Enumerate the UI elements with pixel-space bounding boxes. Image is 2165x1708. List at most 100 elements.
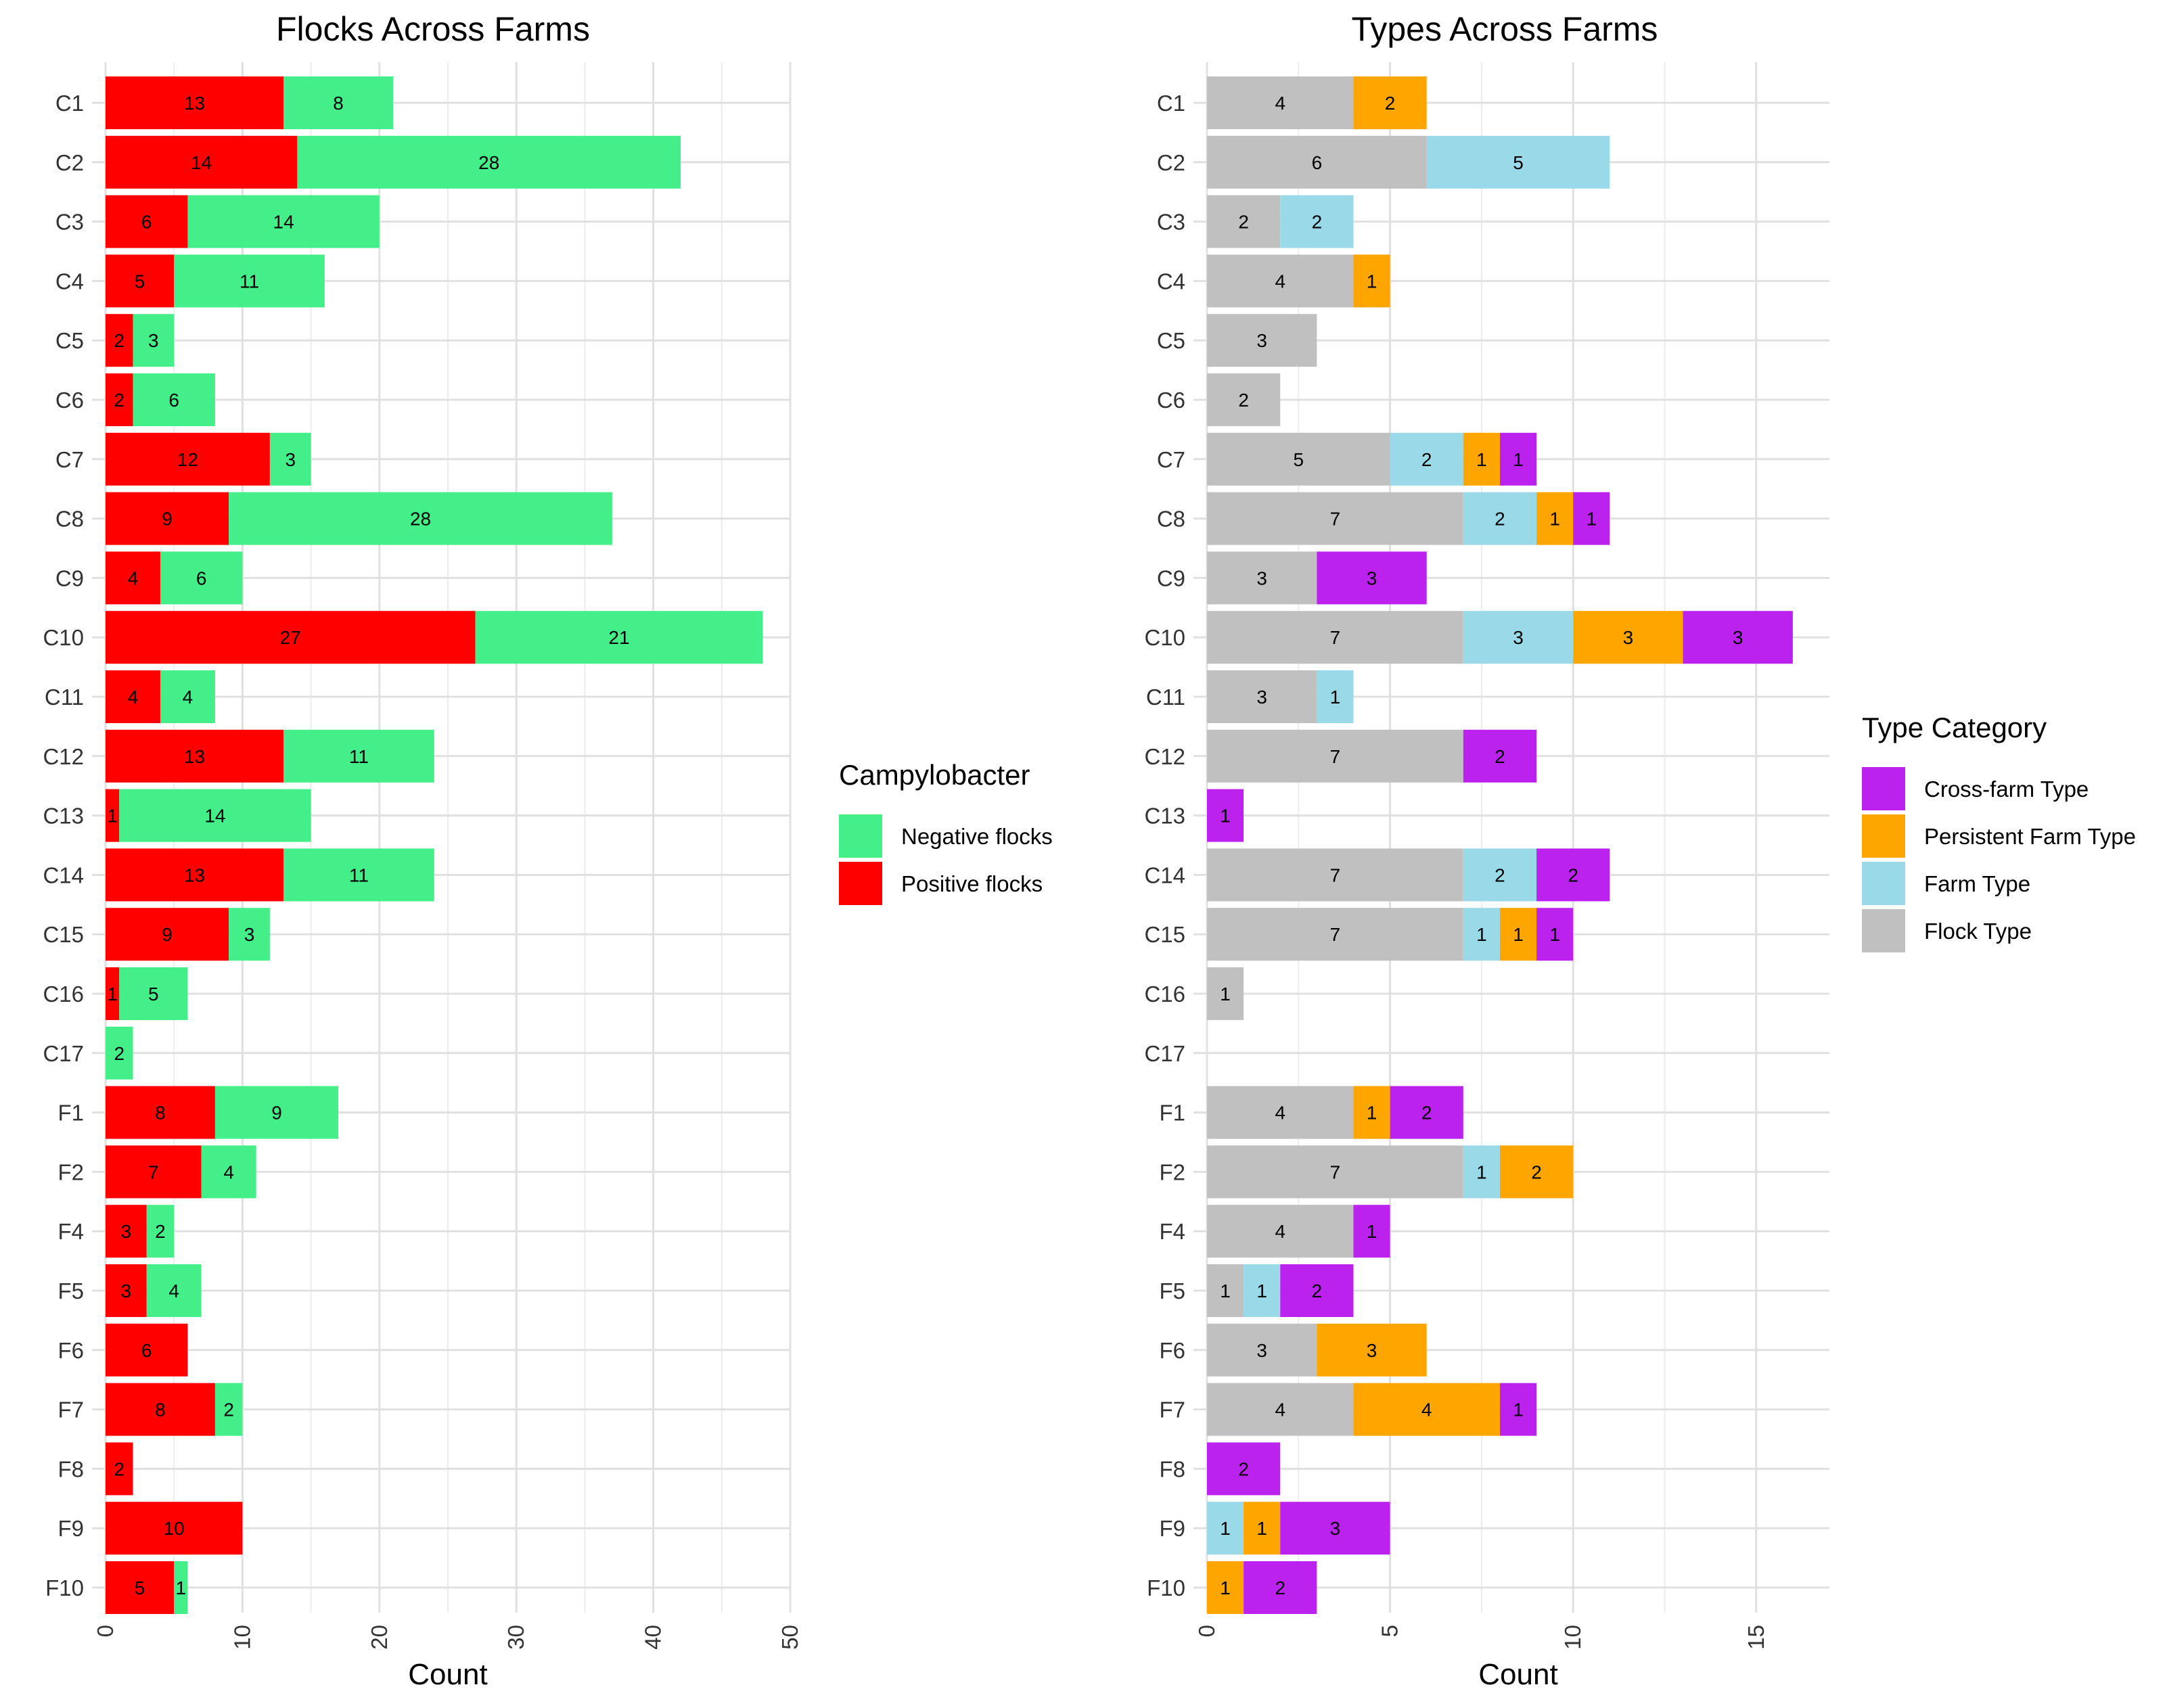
data-label: 2 bbox=[114, 1043, 124, 1064]
bar-segment bbox=[1499, 432, 1537, 486]
bar-segment bbox=[106, 254, 175, 308]
x-tick-label: 15 bbox=[1744, 1625, 1769, 1650]
bar-segment bbox=[133, 373, 215, 426]
y-tick-label: C9 bbox=[1157, 566, 1185, 591]
data-label: 1 bbox=[1367, 1103, 1377, 1124]
data-label: 2 bbox=[1531, 1161, 1542, 1182]
data-label: 5 bbox=[148, 984, 159, 1005]
y-tick-label: C11 bbox=[45, 685, 84, 710]
data-label: 3 bbox=[1367, 568, 1377, 588]
legend-label: Negative flocks bbox=[901, 824, 1053, 849]
data-label: 6 bbox=[1312, 152, 1323, 173]
data-label: 7 bbox=[1330, 509, 1341, 530]
bar-segment bbox=[1207, 1383, 1354, 1436]
bar-segment bbox=[1353, 1086, 1390, 1139]
data-label: 2 bbox=[1238, 390, 1249, 411]
data-label: 1 bbox=[1220, 1518, 1231, 1539]
x-tick-label: 30 bbox=[503, 1625, 528, 1650]
data-label: 2 bbox=[1385, 93, 1396, 114]
data-label: 1 bbox=[1220, 1280, 1231, 1301]
legend-title: Campylobacter bbox=[839, 759, 1030, 791]
data-label: 4 bbox=[128, 687, 139, 708]
y-tick-label: C4 bbox=[55, 269, 84, 294]
data-label: 14 bbox=[204, 806, 225, 827]
y-tick-label: C3 bbox=[1157, 210, 1185, 235]
bar-segment bbox=[475, 611, 763, 664]
data-label: 2 bbox=[114, 330, 124, 351]
y-tick-label: F5 bbox=[58, 1278, 84, 1303]
data-label: 3 bbox=[1256, 568, 1267, 588]
bar-segment bbox=[1353, 1205, 1390, 1258]
bar-segment bbox=[106, 195, 188, 248]
data-label: 9 bbox=[162, 924, 173, 945]
data-label: 2 bbox=[1495, 746, 1505, 767]
data-label: 9 bbox=[162, 509, 173, 530]
bar-segment bbox=[1207, 254, 1354, 308]
y-tick-label: C5 bbox=[55, 328, 84, 353]
bar-segment bbox=[106, 135, 298, 189]
bar-segment bbox=[1207, 76, 1354, 129]
bar-segment bbox=[1244, 1561, 1317, 1614]
bar-segment bbox=[133, 314, 175, 367]
data-label: 9 bbox=[271, 1103, 282, 1124]
data-label: 2 bbox=[1421, 1103, 1432, 1124]
data-label: 8 bbox=[155, 1400, 166, 1421]
bar-segment bbox=[1207, 314, 1317, 367]
y-tick-label: C15 bbox=[1144, 922, 1185, 947]
y-tick-label: C12 bbox=[1144, 744, 1185, 769]
y-tick-label: C17 bbox=[43, 1041, 84, 1066]
bar-segment bbox=[1317, 551, 1427, 605]
bar-segment bbox=[106, 908, 229, 961]
data-label: 1 bbox=[1513, 449, 1524, 470]
bar-segment bbox=[1207, 1502, 1244, 1555]
data-label: 14 bbox=[191, 152, 212, 173]
bar-segment bbox=[1207, 729, 1463, 783]
data-label: 1 bbox=[1476, 1161, 1487, 1182]
data-label: 7 bbox=[1330, 627, 1341, 648]
data-label: 1 bbox=[1220, 1577, 1231, 1598]
data-label: 4 bbox=[1275, 271, 1285, 292]
bar-segment bbox=[146, 1264, 202, 1317]
data-label: 7 bbox=[148, 1161, 159, 1182]
x-axis-title: Count bbox=[1478, 1658, 1557, 1691]
data-label: 1 bbox=[1256, 1518, 1267, 1539]
y-tick-label: C17 bbox=[1144, 1041, 1185, 1066]
bar-segment bbox=[229, 908, 270, 961]
y-tick-label: C14 bbox=[1144, 862, 1185, 887]
bar-segment bbox=[1207, 492, 1463, 545]
data-label: 4 bbox=[1275, 93, 1285, 114]
bar-segment bbox=[1390, 1086, 1463, 1139]
data-label: 2 bbox=[114, 1458, 124, 1479]
bar-segment bbox=[1207, 1086, 1354, 1139]
y-tick-label: C1 bbox=[1157, 91, 1185, 116]
data-label: 7 bbox=[1330, 864, 1341, 885]
bar-segment bbox=[1499, 1383, 1537, 1436]
data-label: 4 bbox=[1275, 1103, 1285, 1124]
bar-segment bbox=[106, 551, 160, 605]
data-label: 6 bbox=[141, 212, 152, 233]
bar-segment bbox=[1499, 908, 1537, 961]
bar-segment bbox=[1207, 670, 1317, 723]
data-label: 4 bbox=[128, 568, 139, 588]
y-tick-label: F9 bbox=[1159, 1516, 1185, 1541]
x-tick-label: 0 bbox=[93, 1625, 118, 1637]
y-tick-label: C4 bbox=[1157, 269, 1185, 294]
y-tick-label: C10 bbox=[1144, 625, 1185, 650]
bar-segment bbox=[214, 1086, 339, 1139]
y-tick-label: F6 bbox=[58, 1338, 84, 1363]
data-label: 3 bbox=[1330, 1518, 1341, 1539]
data-label: 4 bbox=[1421, 1400, 1432, 1421]
data-label: 1 bbox=[1586, 509, 1597, 530]
y-tick-label: F6 bbox=[1159, 1338, 1185, 1363]
data-label: 2 bbox=[1495, 864, 1505, 885]
legend-key bbox=[839, 862, 882, 905]
chart-title: Flocks Across Farms bbox=[276, 10, 590, 48]
y-tick-label: C8 bbox=[55, 507, 84, 532]
bar-segment bbox=[1536, 492, 1574, 545]
bar-segment bbox=[1207, 1264, 1244, 1317]
data-label: 2 bbox=[223, 1400, 234, 1421]
y-tick-label: C6 bbox=[1157, 388, 1185, 413]
bar-segment bbox=[1317, 670, 1354, 723]
data-label: 2 bbox=[114, 390, 124, 411]
bar-segment bbox=[1280, 1264, 1354, 1317]
